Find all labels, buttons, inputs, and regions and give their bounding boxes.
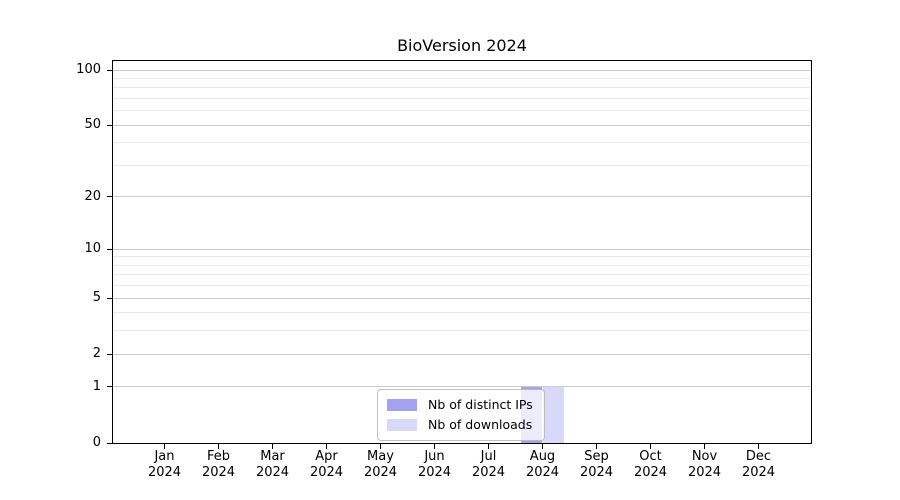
y-axis-tick (107, 442, 113, 444)
y-minor-gridline (113, 274, 811, 276)
y-axis-tick-label: 5 (92, 290, 101, 306)
x-axis-tick-label: Jul 2024 (471, 449, 506, 480)
x-axis-tick (758, 443, 759, 449)
y-axis-tick-label: 2 (92, 346, 101, 362)
legend-swatch-distinct-ips-icon (387, 399, 417, 412)
x-axis-tick (650, 443, 651, 449)
legend-swatch-downloads-icon (387, 418, 417, 431)
x-axis-tick-label: Aug 2024 (525, 449, 560, 480)
x-axis-tick-label: Sep 2024 (579, 449, 614, 480)
x-axis-tick-label: Dec 2024 (741, 449, 776, 480)
x-axis-tick (542, 443, 543, 449)
x-axis-tick (272, 443, 273, 449)
y-minor-gridline (113, 330, 811, 332)
x-axis-tick (704, 443, 705, 449)
x-axis-tick-label: Nov 2024 (687, 449, 722, 480)
y-major-gridline (113, 124, 811, 126)
x-axis-tick (434, 443, 435, 449)
y-axis-tick (107, 124, 113, 126)
y-axis-tick (107, 353, 113, 355)
y-major-gridline (113, 69, 811, 71)
legend-label-downloads: Nb of downloads (428, 416, 533, 432)
x-axis-tick (326, 443, 327, 449)
x-axis-tick-label: Jun 2024 (417, 449, 452, 480)
x-axis-tick (218, 443, 219, 449)
y-minor-gridline (113, 312, 811, 314)
bar-downloads (542, 386, 565, 443)
y-minor-gridline (113, 264, 811, 266)
y-axis-tick (107, 248, 113, 250)
y-axis-tick (107, 196, 113, 198)
x-axis-tick (488, 443, 489, 449)
chart-title: BioVersion 2024 (397, 36, 527, 55)
x-axis-tick (164, 443, 165, 449)
y-major-gridline (113, 248, 811, 250)
x-axis-tick-label: Jan 2024 (147, 449, 182, 480)
x-axis-tick-label: Oct 2024 (633, 449, 668, 480)
y-major-gridline (113, 386, 811, 388)
y-major-gridline (113, 297, 811, 299)
plot-area (112, 60, 812, 444)
y-minor-gridline (113, 285, 811, 287)
y-axis-tick (107, 297, 113, 299)
y-axis-tick-label: 20 (84, 188, 101, 204)
x-axis-tick (596, 443, 597, 449)
legend-item-distinct-ips: Nb of distinct IPs (387, 397, 538, 413)
y-minor-gridline (113, 110, 811, 112)
y-minor-gridline (113, 77, 811, 79)
y-minor-gridline (113, 142, 811, 144)
y-axis-tick-label: 50 (84, 117, 101, 133)
y-minor-gridline (113, 256, 811, 258)
y-axis-tick-label: 0 (92, 435, 101, 450)
y-minor-gridline (113, 165, 811, 166)
y-major-gridline (113, 353, 811, 355)
y-minor-gridline (113, 98, 811, 100)
legend-item-downloads: Nb of downloads (387, 417, 538, 433)
legend: Nb of distinct IPs Nb of downloads (377, 389, 545, 441)
y-axis-tick-label: 10 (84, 241, 101, 257)
x-axis-tick (380, 443, 381, 449)
y-minor-gridline (113, 87, 811, 89)
legend-label-distinct-ips: Nb of distinct IPs (428, 397, 533, 413)
y-axis-tick (107, 386, 113, 388)
x-axis-tick-label: Apr 2024 (309, 449, 344, 480)
x-axis-tick-label: May 2024 (363, 449, 398, 480)
y-major-gridline (113, 196, 811, 198)
y-axis-tick-label: 1 (92, 378, 101, 394)
x-axis-tick-label: Mar 2024 (255, 449, 290, 480)
x-axis-tick-label: Feb 2024 (201, 449, 236, 480)
y-axis-tick (107, 69, 113, 71)
y-axis-tick-label: 100 (76, 62, 101, 78)
